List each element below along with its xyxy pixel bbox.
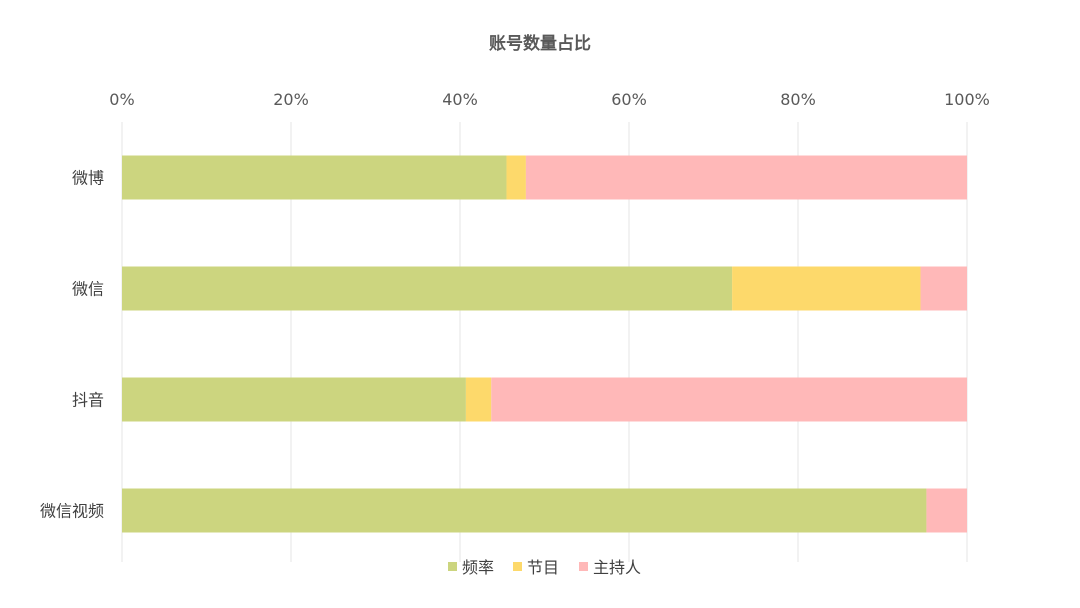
- legend-label: 节目: [527, 558, 559, 577]
- x-axis-ticks: 0% 20% 40% 60% 80% 100%: [109, 90, 990, 109]
- bar-segment: [506, 155, 526, 200]
- y-category-label: 微信: [72, 280, 104, 299]
- y-category-label: 抖音: [72, 391, 104, 410]
- legend-swatch: [448, 562, 457, 571]
- x-tick-label: 40%: [442, 90, 478, 109]
- bar-segment: [465, 377, 492, 422]
- x-tick-label: 100%: [944, 90, 990, 109]
- bar-segment: [920, 266, 967, 311]
- bar-segment: [926, 488, 967, 533]
- bar-segment: [491, 377, 967, 422]
- bars: [122, 155, 967, 533]
- bar-segment: [122, 488, 927, 533]
- legend-swatch: [579, 562, 588, 571]
- y-category-label: 微信视频: [40, 502, 104, 521]
- x-tick-label: 0%: [109, 90, 134, 109]
- x-tick-label: 80%: [780, 90, 816, 109]
- bar-segment: [122, 377, 466, 422]
- x-tick-label: 20%: [273, 90, 309, 109]
- chart-title: 账号数量占比: [489, 33, 591, 54]
- bar-segment: [525, 155, 967, 200]
- bar-segment: [122, 155, 507, 200]
- x-tick-label: 60%: [611, 90, 647, 109]
- legend-label: 主持人: [593, 558, 641, 577]
- legend-label: 频率: [462, 558, 494, 577]
- bar-segment: [122, 266, 733, 311]
- legend: 频率 节目 主持人: [448, 558, 641, 577]
- bar-segment: [732, 266, 921, 311]
- legend-swatch: [513, 562, 522, 571]
- y-category-label: 微博: [72, 169, 104, 188]
